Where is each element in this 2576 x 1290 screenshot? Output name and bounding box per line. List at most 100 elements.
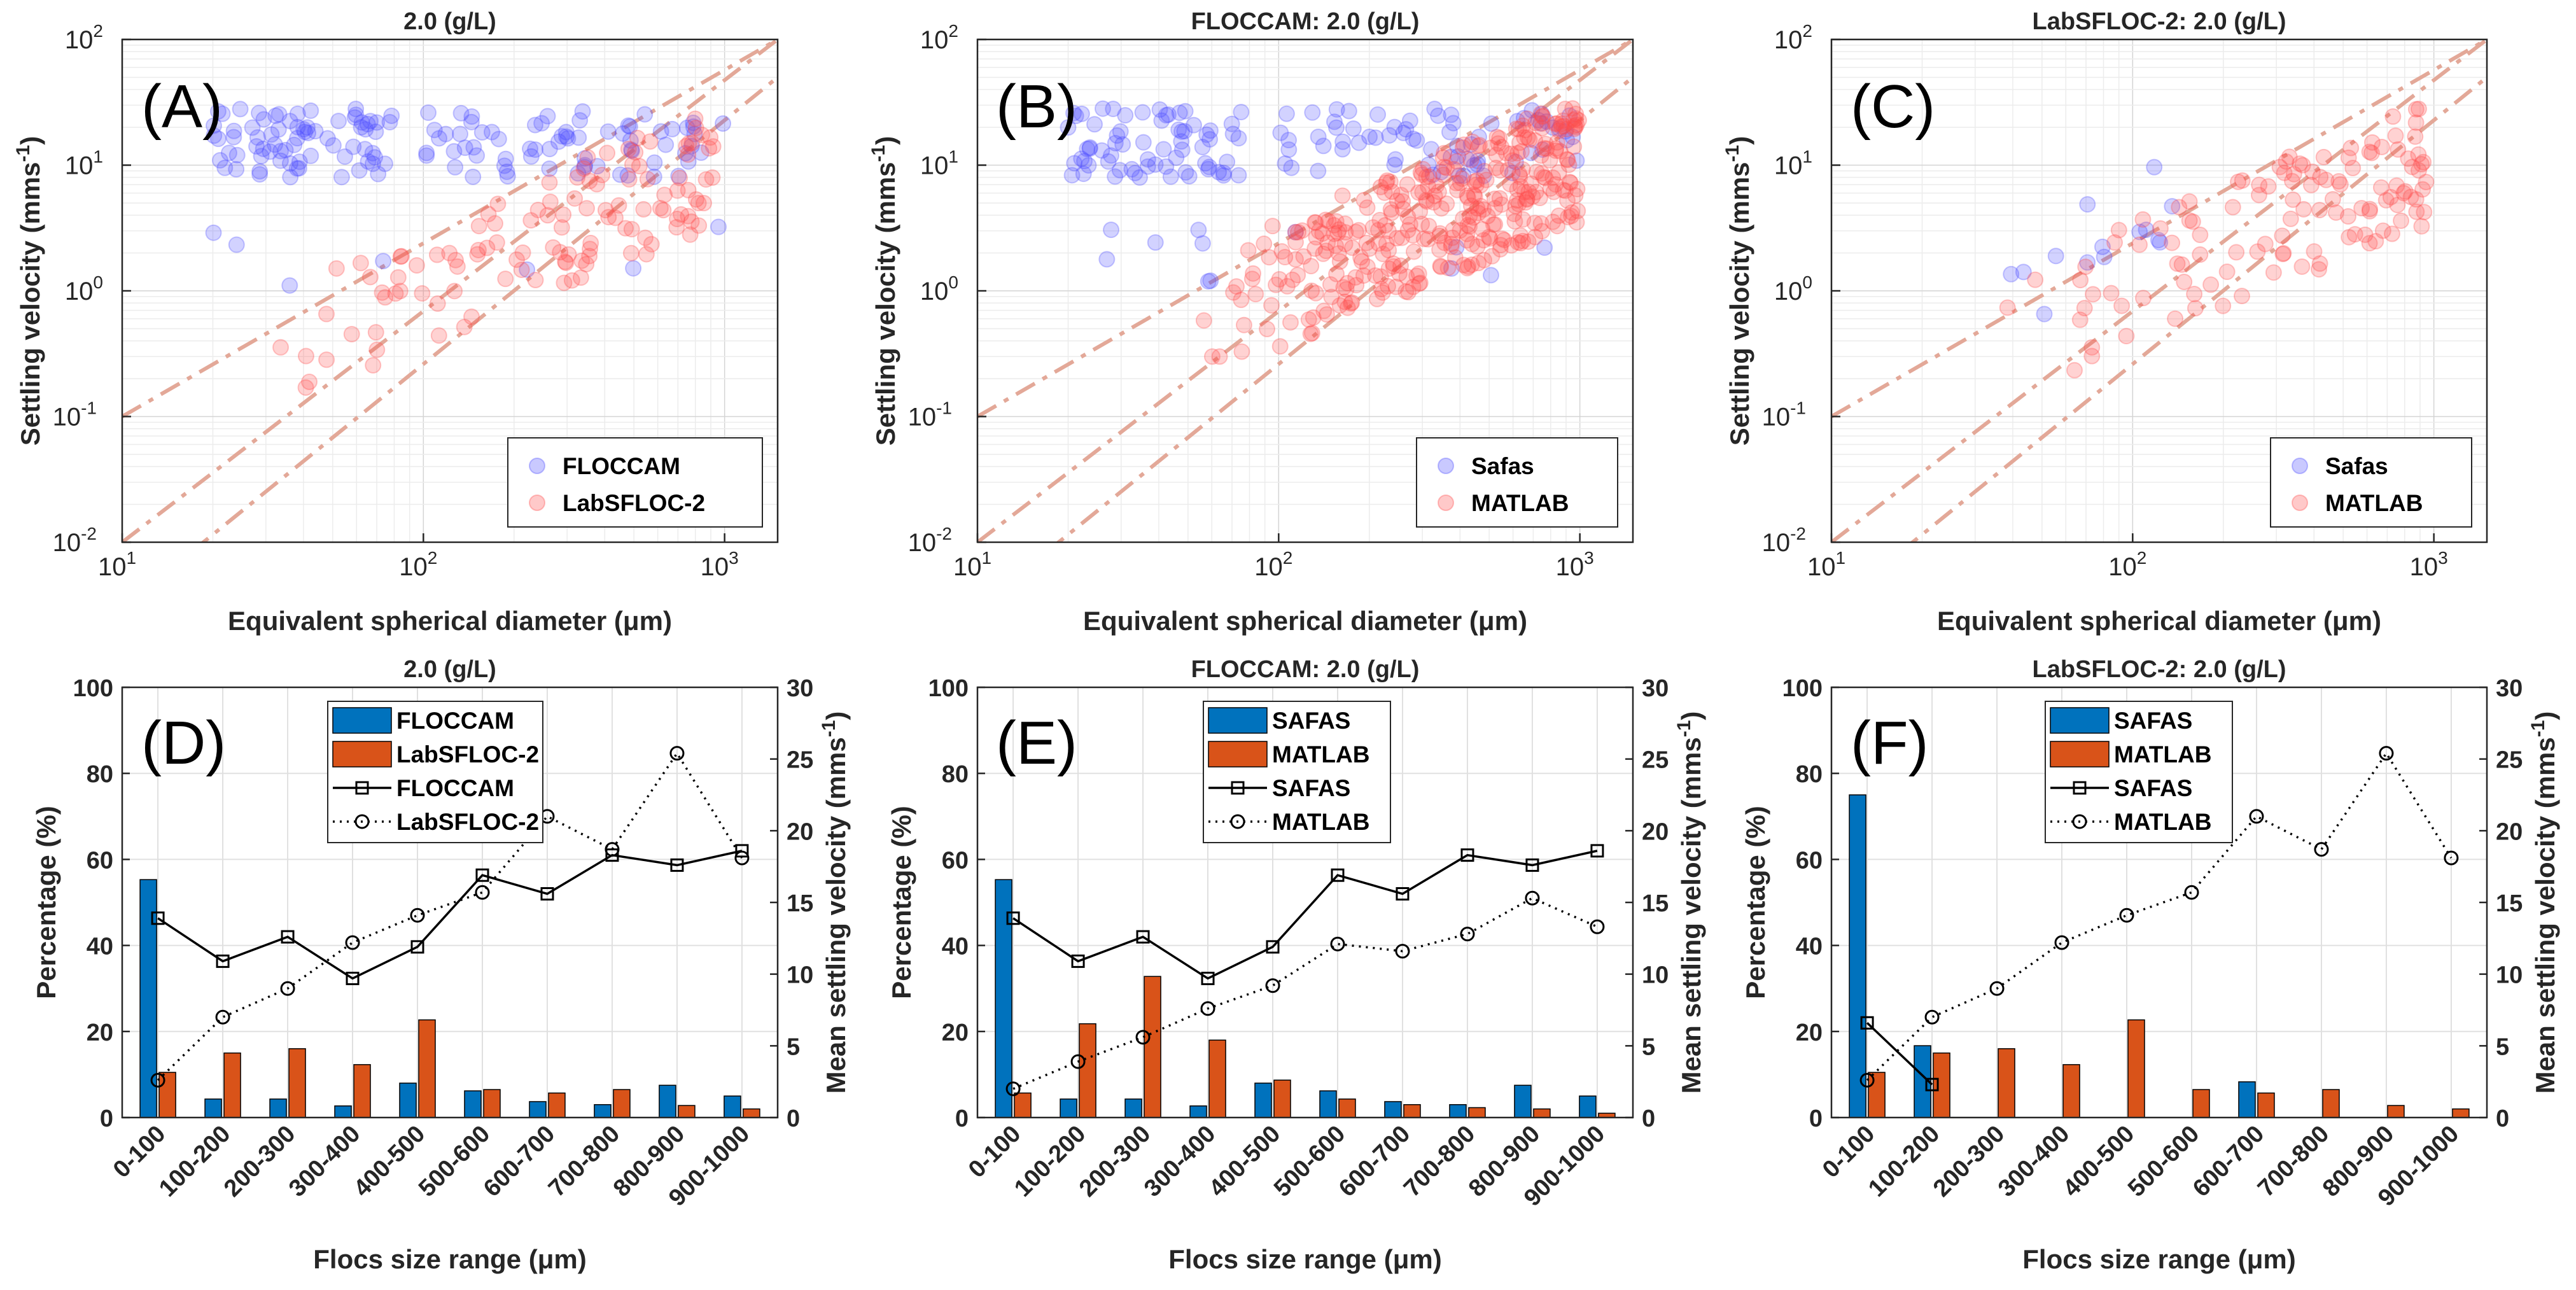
data-point [1561,174,1578,191]
category-label: 700-800 [543,1121,625,1202]
grid [122,687,778,1118]
points [1999,101,2435,379]
bar [1273,1079,1291,1118]
data-point [673,206,690,223]
line-series-safas [1860,1016,1939,1091]
data-point [228,236,245,253]
data-point [1378,235,1395,252]
data-point [266,136,283,153]
data-point [1177,164,1194,181]
data-point [671,169,688,186]
legend-label: LabSFLOC-2 [396,809,539,835]
data-point [2332,176,2349,193]
data-point [1307,284,1324,302]
data-point [1177,102,1194,120]
series-labsfloc-2 [272,110,722,396]
data-point [336,148,353,165]
x-tick-label: 102 [2108,548,2146,581]
data-point [623,143,640,160]
data-point [1173,123,1190,140]
data-point [2293,258,2311,275]
data-point [1561,107,1578,124]
data-point [1445,115,1462,132]
data-point [1446,249,1464,266]
data-point [550,133,567,150]
y2-tick-label: 5 [787,1034,800,1060]
data-point [1304,104,1321,121]
data-point [1418,169,1435,186]
x-tick-label: 103 [701,548,739,581]
data-point [1518,191,1536,208]
data-point [1392,257,1409,274]
data-point [367,149,384,166]
data-point [2103,284,2120,302]
data-point [623,141,640,158]
data-point [1475,167,1492,185]
data-point [255,140,272,157]
x-axis-label: Equivalent spherical diameter (μm) [228,606,672,636]
data-point [330,113,347,130]
data-point [1364,219,1382,236]
data-point [489,195,507,213]
bar [139,879,157,1118]
data-point [1387,278,1404,295]
data-point [1559,151,1576,169]
data-point [2083,347,2101,365]
data-point [1511,168,1529,185]
data-point [1470,129,1487,146]
data-point [541,141,558,158]
data-point [2047,248,2064,265]
data-point [1302,325,1319,342]
data-point [1273,243,1291,260]
data-point [1280,132,1298,149]
bar [1403,1104,1421,1118]
data-point [1435,166,1452,183]
data-point [1075,165,1092,183]
data-point [678,137,695,155]
data-point [1526,214,1543,232]
data-point [1376,184,1393,201]
data-point [1414,183,1431,200]
data-point [2418,174,2435,191]
data-point [1405,243,1422,260]
y-tick-label: 20 [87,1020,113,1046]
data-point [1268,276,1285,293]
data-point [686,125,703,143]
data-point [683,213,700,230]
line-marker [1265,978,1280,993]
data-point [1375,246,1392,263]
data-point [1448,174,1465,192]
bar [1514,1084,1532,1118]
data-point [375,253,392,270]
bar [353,1064,371,1118]
data-point [1305,309,1322,326]
bar [418,1019,436,1118]
data-point [1549,218,1566,235]
data-point [2084,286,2101,303]
y-tick-label: 10-2 [1762,524,1806,557]
y-tick-label: 100 [1774,272,1812,305]
data-point [1562,174,1579,192]
data-point [1158,158,1175,175]
bar [2062,1064,2080,1118]
data-point [496,157,513,174]
data-point [1555,112,1572,129]
data-point [1430,183,1447,200]
data-point [1455,136,1473,153]
data-point [1459,187,1476,204]
data-point [1066,155,1083,172]
data-point [2404,158,2421,176]
data-point [2274,227,2291,244]
data-point [1394,193,1411,210]
panel-label: (D) [141,709,226,777]
data-point [2094,238,2111,255]
y2-tick-label: 25 [1642,747,1669,774]
data-point [1202,272,1219,290]
data-point [1464,133,1481,150]
data-point [2302,176,2320,193]
bar [2387,1105,2405,1118]
data-point [1503,237,1520,254]
data-point [1438,159,1455,176]
data-point [1493,139,1510,156]
data-point [1147,234,1164,251]
